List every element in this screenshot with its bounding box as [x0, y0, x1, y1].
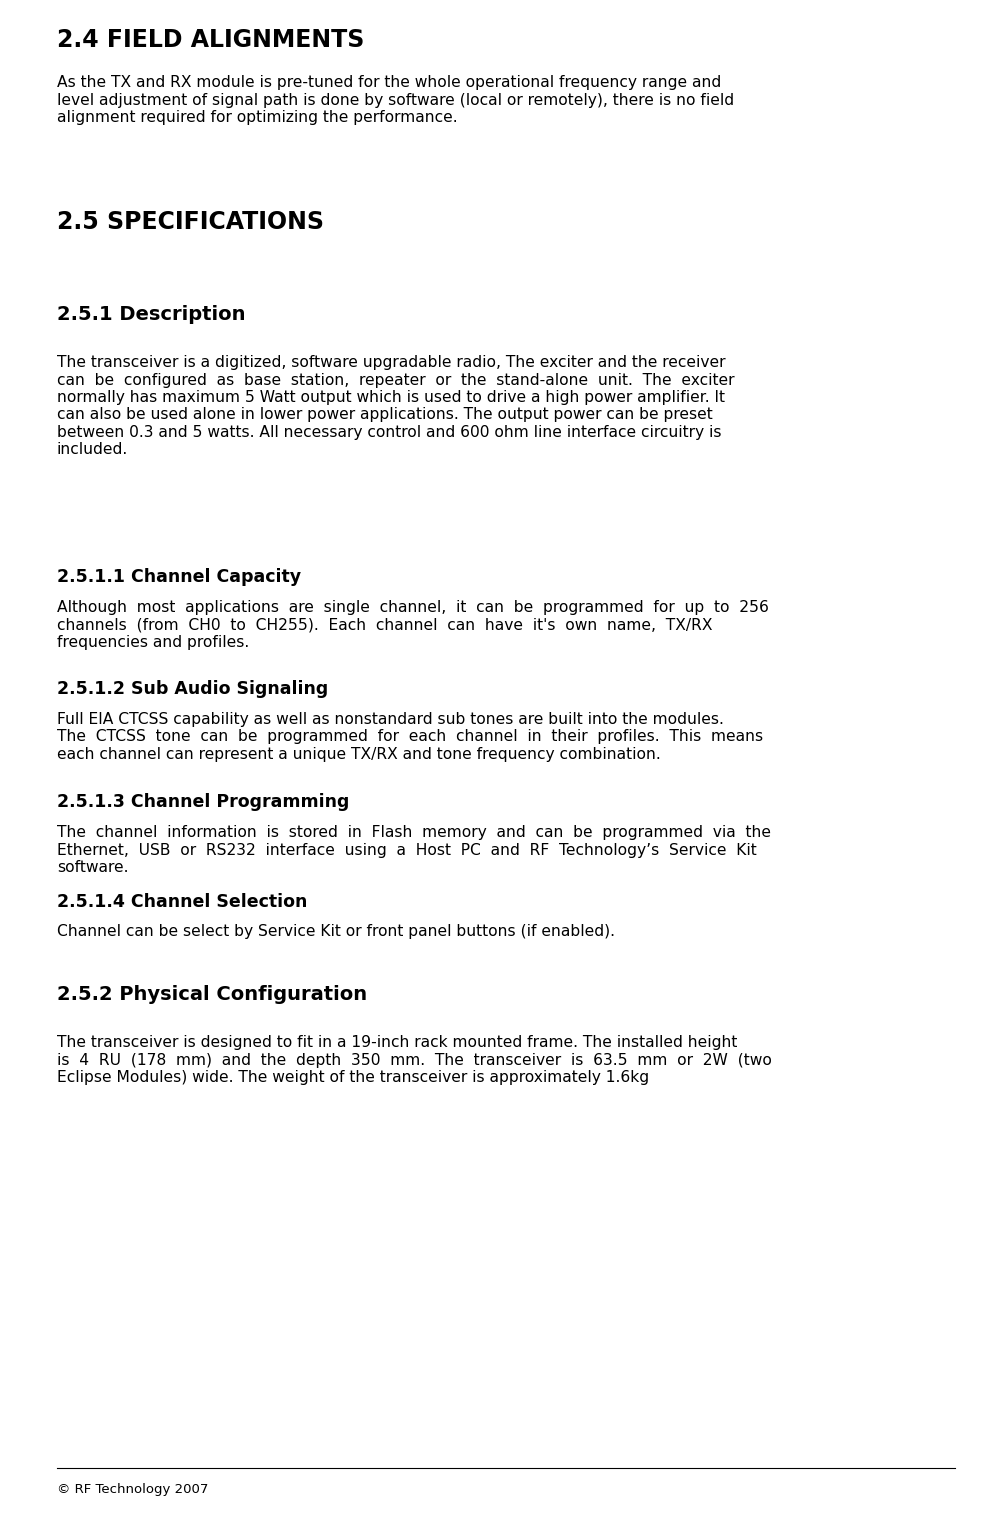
Text: level adjustment of signal path is done by software (local or remotely), there i: level adjustment of signal path is done …: [57, 93, 734, 108]
Text: Eclipse Modules) wide. The weight of the transceiver is approximately 1.6kg: Eclipse Modules) wide. The weight of the…: [57, 1069, 650, 1084]
Text: 2.4 FIELD ALIGNMENTS: 2.4 FIELD ALIGNMENTS: [57, 27, 365, 52]
Text: 2.5.1 Description: 2.5.1 Description: [57, 306, 246, 324]
Text: channels  (from  CH0  to  CH255).  Each  channel  can  have  it's  own  name,  T: channels (from CH0 to CH255). Each chann…: [57, 618, 713, 633]
Text: As the TX and RX module is pre-tuned for the whole operational frequency range a: As the TX and RX module is pre-tuned for…: [57, 75, 721, 90]
Text: The transceiver is designed to fit in a 19-inch rack mounted frame. The installe: The transceiver is designed to fit in a …: [57, 1034, 737, 1049]
Text: 2.5.1.3 Channel Programming: 2.5.1.3 Channel Programming: [57, 792, 349, 811]
Text: 2.5.2 Physical Configuration: 2.5.2 Physical Configuration: [57, 986, 368, 1004]
Text: 2.5.1.2 Sub Audio Signaling: 2.5.1.2 Sub Audio Signaling: [57, 680, 328, 698]
Text: normally has maximum 5 Watt output which is used to drive a high power amplifier: normally has maximum 5 Watt output which…: [57, 389, 725, 405]
Text: is  4  RU  (178  mm)  and  the  depth  350  mm.  The  transceiver  is  63.5  mm : is 4 RU (178 mm) and the depth 350 mm. T…: [57, 1053, 772, 1068]
Text: Full EIA CTCSS capability as well as nonstandard sub tones are built into the mo: Full EIA CTCSS capability as well as non…: [57, 712, 724, 727]
Text: The  CTCSS  tone  can  be  programmed  for  each  channel  in  their  profiles. : The CTCSS tone can be programmed for eac…: [57, 730, 763, 744]
Text: can also be used alone in lower power applications. The output power can be pres: can also be used alone in lower power ap…: [57, 408, 713, 423]
Text: © RF Technology 2007: © RF Technology 2007: [57, 1483, 208, 1497]
Text: alignment required for optimizing the performance.: alignment required for optimizing the pe…: [57, 110, 457, 125]
Text: Although  most  applications  are  single  channel,  it  can  be  programmed  fo: Although most applications are single ch…: [57, 599, 769, 614]
Text: 2.5.1.4 Channel Selection: 2.5.1.4 Channel Selection: [57, 893, 307, 911]
Text: frequencies and profiles.: frequencies and profiles.: [57, 634, 250, 649]
Text: each channel can represent a unique TX/RX and tone frequency combination.: each channel can represent a unique TX/R…: [57, 747, 661, 762]
Text: software.: software.: [57, 859, 129, 875]
Text: 2.5 SPECIFICATIONS: 2.5 SPECIFICATIONS: [57, 210, 324, 234]
Text: included.: included.: [57, 443, 128, 458]
Text: The  channel  information  is  stored  in  Flash  memory  and  can  be  programm: The channel information is stored in Fla…: [57, 824, 771, 840]
Text: The transceiver is a digitized, software upgradable radio, The exciter and the r: The transceiver is a digitized, software…: [57, 354, 725, 370]
Text: 2.5.1.1 Channel Capacity: 2.5.1.1 Channel Capacity: [57, 567, 301, 586]
Text: between 0.3 and 5 watts. All necessary control and 600 ohm line interface circui: between 0.3 and 5 watts. All necessary c…: [57, 424, 721, 440]
Text: Channel can be select by Service Kit or front panel buttons (if enabled).: Channel can be select by Service Kit or …: [57, 923, 615, 938]
Text: Ethernet,  USB  or  RS232  interface  using  a  Host  PC  and  RF  Technology’s : Ethernet, USB or RS232 interface using a…: [57, 843, 756, 858]
Text: can  be  configured  as  base  station,  repeater  or  the  stand-alone  unit.  : can be configured as base station, repea…: [57, 373, 734, 388]
